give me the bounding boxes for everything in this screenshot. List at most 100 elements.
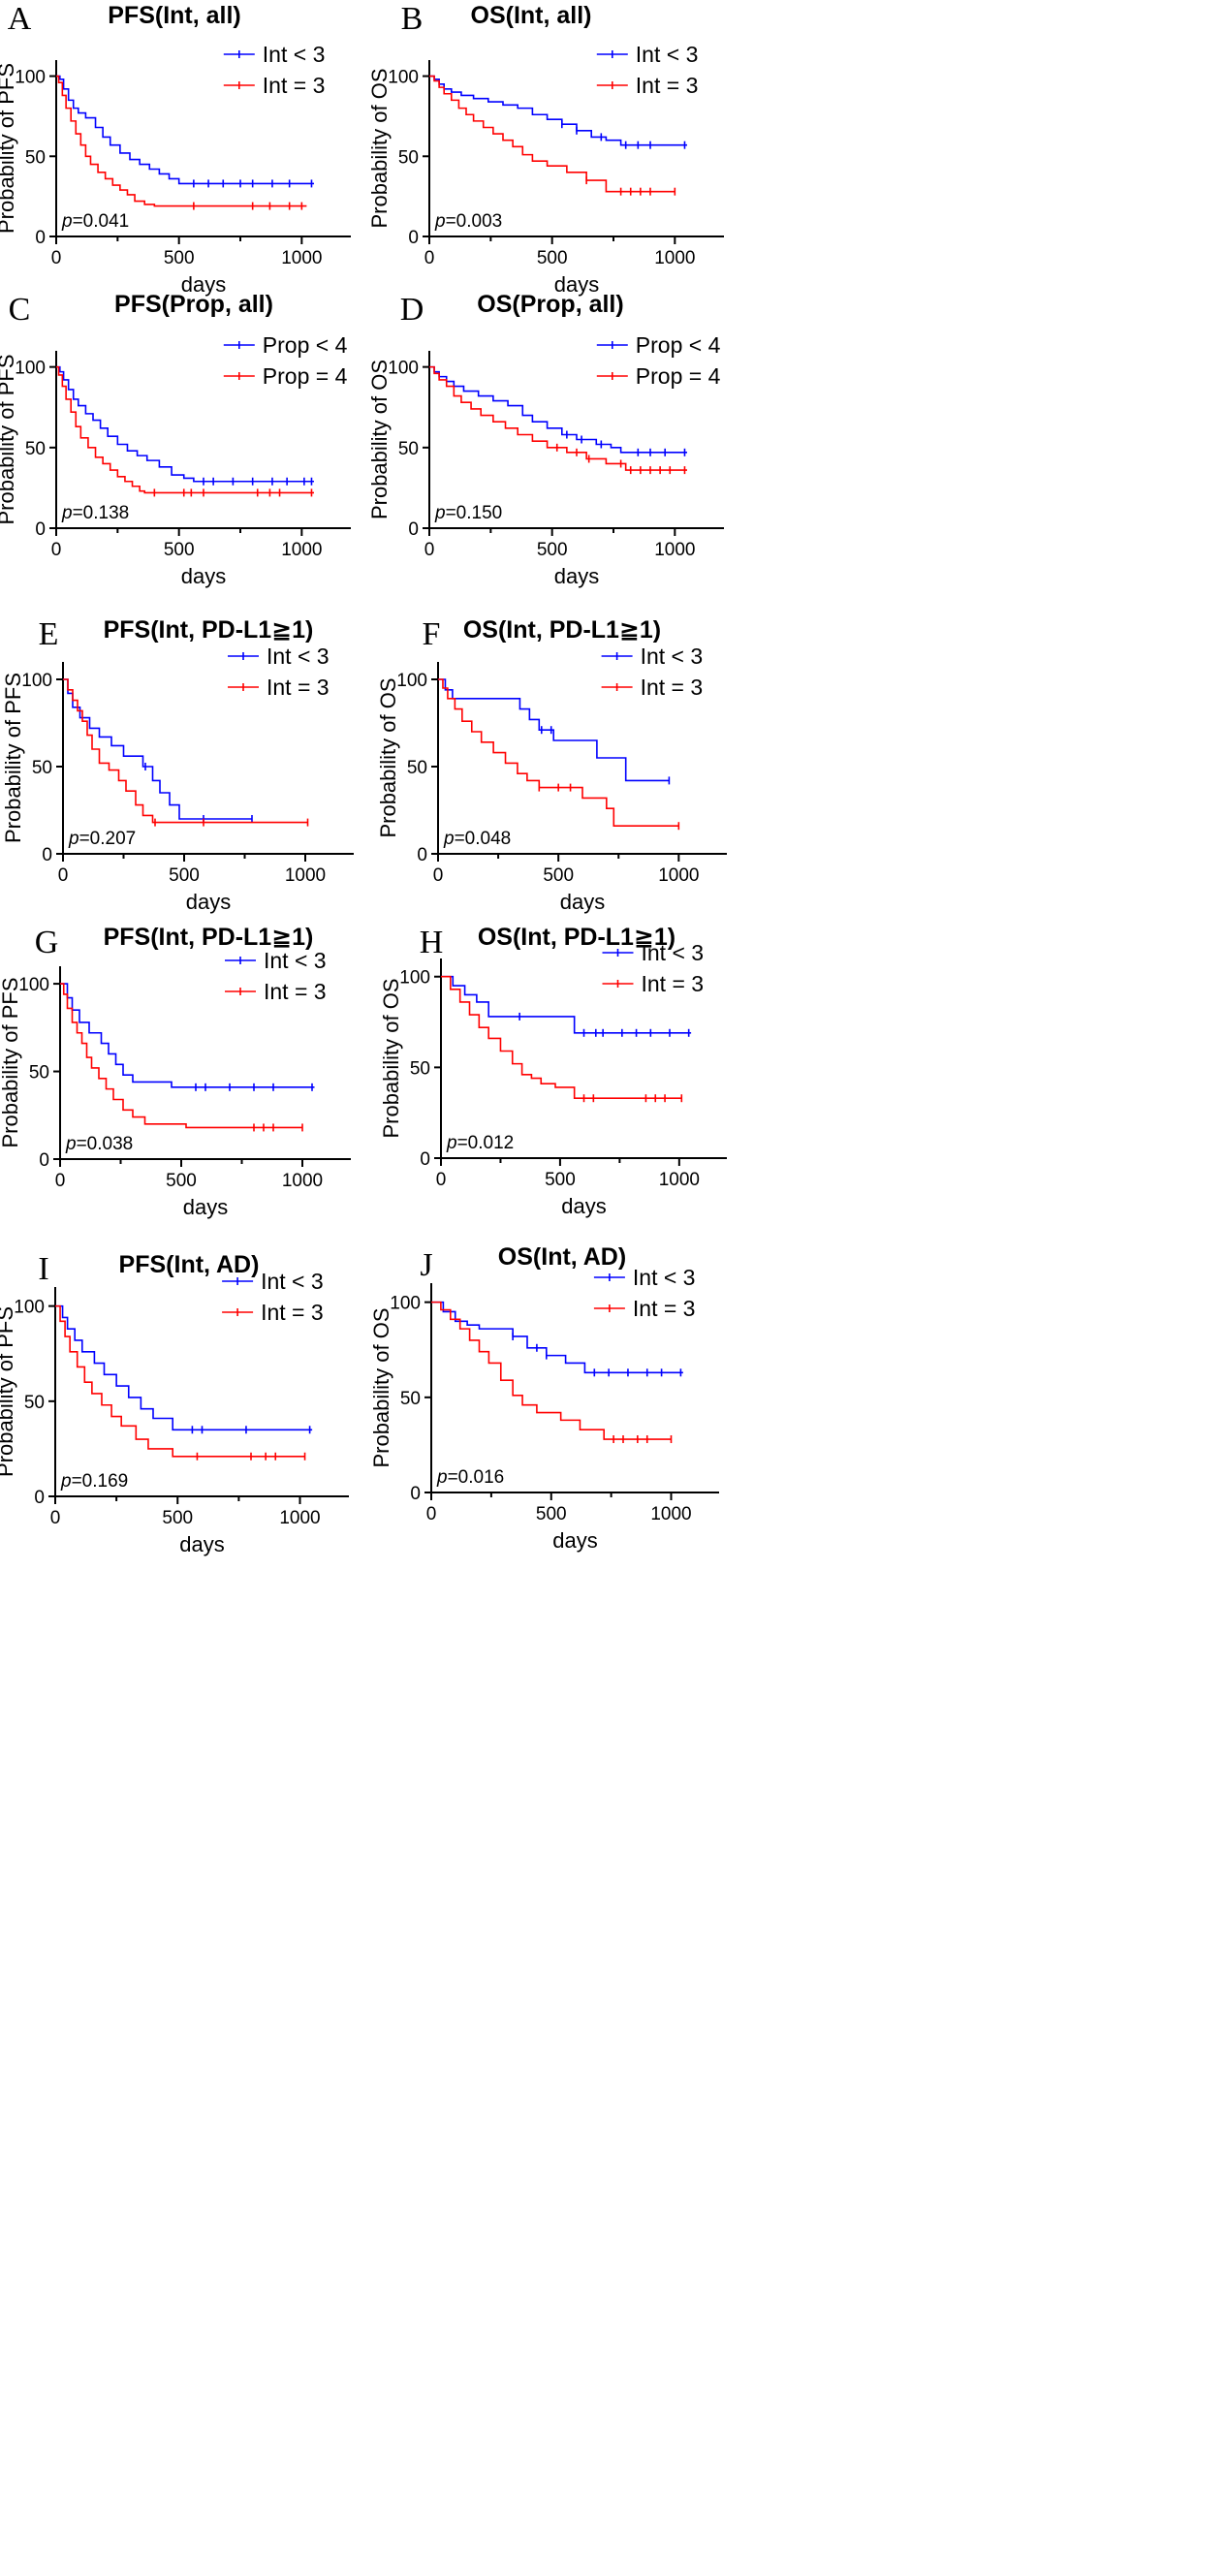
y-axis-label: Probability of OS bbox=[369, 1307, 393, 1467]
x-axis-label: days bbox=[179, 1532, 224, 1556]
x-tick-label: 1000 bbox=[658, 865, 699, 886]
y-axis-label: Probability of OS bbox=[379, 978, 403, 1138]
legend-label: Prop < 4 bbox=[636, 332, 721, 358]
y-tick-label: 50 bbox=[24, 1393, 45, 1413]
x-tick-label: 1000 bbox=[654, 248, 695, 268]
x-tick-label: 0 bbox=[424, 540, 435, 560]
x-tick-label: 0 bbox=[424, 248, 435, 268]
x-tick-label: 1000 bbox=[279, 1508, 320, 1528]
legend-label: Prop = 4 bbox=[636, 363, 721, 389]
legend-label: Int < 3 bbox=[261, 1269, 324, 1294]
y-tick-label: 0 bbox=[410, 1484, 421, 1504]
x-tick-label: 500 bbox=[166, 1171, 197, 1191]
panel-title: PFS(Int, PD-L1≧1) bbox=[104, 616, 314, 644]
p-value: p=0.169 bbox=[60, 1471, 128, 1492]
panel-title: PFS(Prop, all) bbox=[114, 291, 273, 318]
y-tick-label: 50 bbox=[32, 758, 52, 778]
x-tick-label: 500 bbox=[164, 540, 195, 560]
y-tick-label: 100 bbox=[14, 1298, 45, 1318]
p-value: p=0.016 bbox=[436, 1467, 504, 1488]
panel-title: PFS(Int, AD) bbox=[119, 1251, 260, 1278]
p-value: p=0.012 bbox=[446, 1133, 514, 1153]
y-tick-label: 50 bbox=[29, 1063, 49, 1084]
x-tick-label: 0 bbox=[50, 1508, 61, 1528]
legend-label: Int < 3 bbox=[642, 940, 705, 965]
y-tick-label: 50 bbox=[407, 758, 427, 778]
x-tick-label: 500 bbox=[536, 1504, 567, 1524]
panel-letter: I bbox=[38, 1251, 48, 1287]
x-tick-label: 0 bbox=[58, 865, 69, 886]
panel-letter: E bbox=[39, 616, 59, 652]
y-tick-label: 100 bbox=[21, 671, 52, 691]
p-value: p=0.041 bbox=[61, 211, 129, 232]
panel-letter: C bbox=[9, 292, 31, 328]
panel-title: OS(Int, PD-L1≧1) bbox=[478, 924, 675, 951]
legend-label: Int = 3 bbox=[264, 979, 327, 1004]
x-axis-label: days bbox=[552, 1528, 597, 1553]
legend-label: Int = 3 bbox=[641, 675, 704, 700]
x-tick-label: 500 bbox=[545, 1170, 576, 1190]
y-axis-label: Probability of PFS bbox=[0, 1306, 17, 1477]
y-tick-label: 100 bbox=[388, 359, 419, 379]
y-axis-label: Probability of PFS bbox=[0, 977, 22, 1147]
y-axis-label: Probability of PFS bbox=[0, 354, 18, 524]
legend-label: Int < 3 bbox=[636, 42, 699, 67]
km-curve-high bbox=[438, 678, 679, 827]
km-curve-high bbox=[55, 1304, 305, 1458]
legend-label: Int = 3 bbox=[263, 73, 326, 98]
panel-letter: A bbox=[8, 1, 32, 37]
p-value: p=0.138 bbox=[61, 503, 129, 523]
y-tick-label: 100 bbox=[396, 671, 427, 691]
x-tick-label: 500 bbox=[537, 248, 568, 268]
y-tick-label: 0 bbox=[35, 228, 46, 248]
y-tick-label: 100 bbox=[15, 68, 46, 88]
x-tick-label: 1000 bbox=[281, 248, 322, 268]
legend-label: Prop = 4 bbox=[263, 363, 348, 389]
km-curve-high bbox=[63, 678, 308, 824]
x-tick-label: 1000 bbox=[281, 540, 322, 560]
x-tick-label: 500 bbox=[537, 540, 568, 560]
legend-label: Int < 3 bbox=[263, 42, 326, 67]
legend-label: Int = 3 bbox=[642, 971, 705, 996]
km-curve-low bbox=[55, 1304, 313, 1431]
y-axis-label: Probability of OS bbox=[367, 68, 392, 228]
km-curve-low bbox=[438, 678, 670, 782]
legend-label: Int = 3 bbox=[267, 675, 330, 700]
km-curve-high bbox=[429, 365, 687, 471]
y-tick-label: 100 bbox=[15, 359, 46, 379]
x-tick-label: 1000 bbox=[650, 1504, 691, 1524]
panel-title: OS(Int, all) bbox=[471, 2, 592, 29]
x-tick-label: 1000 bbox=[654, 540, 695, 560]
x-axis-label: days bbox=[554, 272, 599, 297]
y-tick-label: 50 bbox=[398, 439, 419, 459]
km-curve-high bbox=[441, 975, 682, 1099]
legend-label: Int < 3 bbox=[267, 644, 330, 669]
y-tick-label: 50 bbox=[25, 147, 46, 168]
km-curve-low bbox=[60, 983, 315, 1088]
km-curve-low bbox=[429, 75, 687, 146]
panel-letter: J bbox=[420, 1247, 432, 1283]
x-tick-label: 1000 bbox=[285, 865, 326, 886]
y-axis-label: Probability of OS bbox=[376, 677, 400, 837]
y-tick-label: 100 bbox=[18, 975, 49, 995]
y-tick-label: 50 bbox=[398, 147, 419, 168]
x-axis-label: days bbox=[561, 1194, 606, 1218]
x-tick-label: 0 bbox=[436, 1170, 447, 1190]
panel-title: PFS(Int, all) bbox=[108, 2, 241, 29]
km-curve-low bbox=[63, 678, 252, 820]
x-axis-label: days bbox=[181, 272, 226, 297]
y-tick-label: 100 bbox=[390, 1294, 421, 1314]
panel-letter: H bbox=[420, 925, 444, 960]
x-axis-label: days bbox=[183, 1195, 228, 1219]
y-axis-label: Probability of OS bbox=[367, 360, 392, 519]
legend-label: Prop < 4 bbox=[263, 332, 348, 358]
